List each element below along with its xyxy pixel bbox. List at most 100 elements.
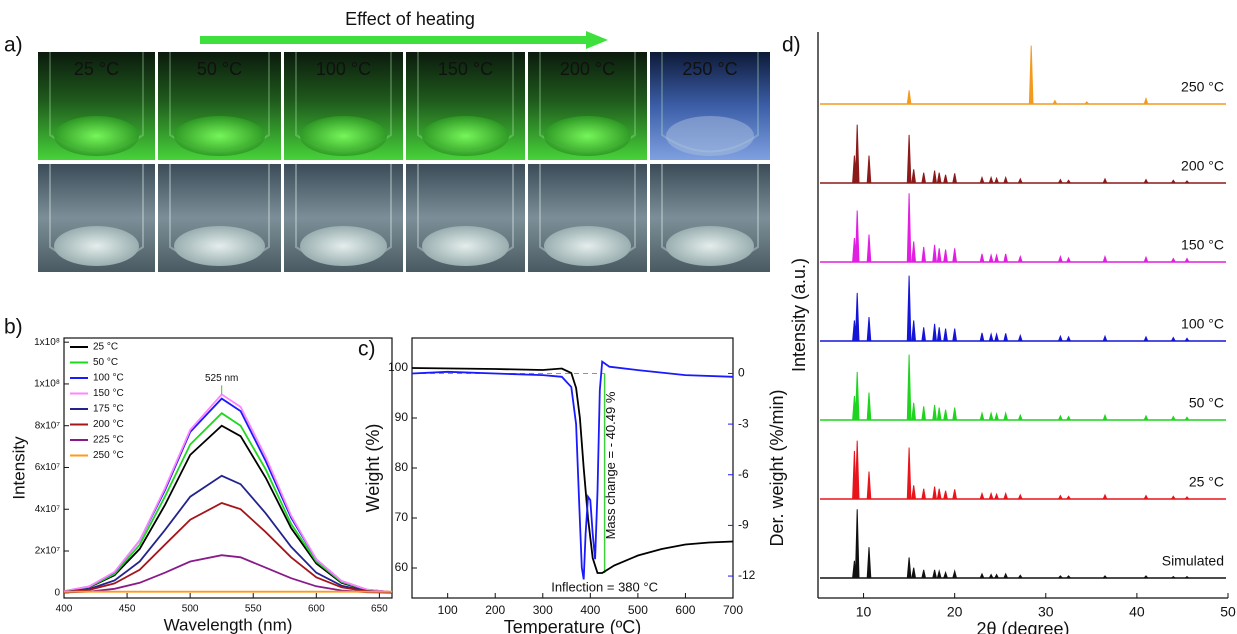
diffraction-peak — [1184, 257, 1190, 263]
powder — [300, 226, 387, 266]
x-tick-label: 300 — [533, 603, 553, 617]
plot-frame — [63, 337, 393, 599]
diffraction-peak — [932, 323, 937, 342]
legend-label: 175 °C — [93, 404, 124, 415]
y2-tick-label: -3 — [738, 416, 749, 430]
diffraction-peak — [906, 193, 912, 263]
x-tick-label: 700 — [723, 603, 743, 617]
diffraction-peak — [979, 332, 985, 342]
x-tick-label: 400 — [56, 604, 73, 615]
x-axis-label: 2θ (degree) — [976, 619, 1069, 634]
diffraction-peak — [866, 155, 872, 184]
x-tick-label: 600 — [675, 603, 695, 617]
diffraction-peak — [1065, 335, 1072, 342]
powder — [422, 226, 509, 266]
diffraction-peak — [1052, 99, 1058, 105]
panel-label: d) — [782, 34, 801, 57]
data-line — [411, 367, 734, 574]
diffraction-peak — [952, 569, 958, 579]
diffraction-peak — [936, 488, 942, 500]
diffraction-peak — [1028, 45, 1034, 105]
x-tick-label: 20 — [947, 603, 963, 619]
y-axis-label: Intensity (a.u.) — [789, 258, 809, 372]
x-tick-label: 400 — [580, 603, 600, 617]
diffraction-peak — [1102, 254, 1108, 263]
pattern-label: Simulated — [1162, 553, 1224, 569]
legend-label: 50 °C — [93, 357, 118, 368]
diffraction-peak — [1143, 178, 1149, 184]
diffraction-peak — [952, 328, 958, 342]
diffraction-peak — [1017, 254, 1023, 263]
annotation: 525 nm — [205, 373, 238, 384]
diffraction-peak — [1143, 255, 1149, 263]
x-tick-label: 30 — [1038, 603, 1054, 619]
x-axis-label: Wavelength (nm) — [164, 615, 293, 634]
diffraction-peak — [906, 275, 912, 342]
diffraction-peak — [932, 569, 938, 579]
diffraction-peak — [943, 249, 948, 263]
diffraction-peak — [994, 412, 1000, 421]
x-tick-label: 650 — [371, 604, 388, 615]
diffraction-peak — [994, 492, 1000, 500]
y-axis-label: Intensity — [9, 436, 28, 500]
powder — [666, 226, 754, 266]
temperature-label: 25 °C — [74, 59, 119, 79]
y-tick-label: 100 — [388, 360, 408, 374]
diffraction-peak — [936, 569, 942, 579]
diffraction-peak — [979, 491, 985, 500]
legend-label: 150 °C — [93, 388, 124, 399]
diffraction-peak — [1170, 415, 1177, 421]
diffraction-peak — [921, 569, 927, 579]
diffraction-peak — [1102, 493, 1108, 500]
x-tick-label: 50 — [1220, 603, 1236, 619]
diffraction-peak — [952, 173, 958, 184]
diffraction-peak — [854, 509, 860, 579]
diffraction-peak — [1102, 575, 1108, 579]
diffraction-peak — [921, 488, 927, 500]
diffraction-peak — [988, 491, 994, 500]
arrow-label: Effect of heating — [345, 9, 475, 29]
diffraction-peak — [1017, 333, 1023, 342]
diffraction-peak — [1003, 411, 1009, 421]
temperature-label: 200 °C — [560, 59, 615, 79]
temperature-label: 250 °C — [682, 59, 737, 79]
annotation: Inflection = 380 °C — [551, 579, 658, 594]
y2-tick-label: -6 — [738, 467, 749, 481]
diffraction-peak — [854, 371, 860, 421]
diffraction-peak — [936, 248, 942, 263]
pattern-label: 150 °C — [1181, 237, 1224, 253]
diffraction-peak — [866, 316, 872, 342]
annotation: Mass change = - 40.49 % — [603, 391, 618, 539]
powder — [174, 116, 265, 156]
photo-panel: 25 °C 50 °C 100 °C 150 °C 200 °C 250 °C — [38, 52, 770, 272]
y-tick-label: 2x10⁷ — [35, 546, 61, 557]
x-tick-label: 500 — [182, 604, 199, 615]
pattern-label: 250 °C — [1181, 79, 1224, 95]
x-tick-label: 600 — [308, 604, 325, 615]
diffraction-peak — [1057, 414, 1063, 421]
diffraction-peak — [936, 172, 942, 184]
legend-label: 25 °C — [93, 342, 118, 353]
diffraction-peak — [1003, 175, 1009, 184]
temperature-label: 150 °C — [438, 59, 493, 79]
panel-label: b) — [4, 316, 23, 339]
diffraction-peak — [1003, 333, 1009, 342]
diffraction-peak — [1102, 413, 1108, 421]
diffraction-peak — [979, 175, 985, 184]
diffraction-peak — [1102, 177, 1108, 184]
diffraction-peak — [994, 253, 1000, 263]
diffraction-peak — [943, 490, 949, 500]
diffraction-peak — [1065, 495, 1072, 500]
diffraction-peak — [921, 406, 927, 421]
diffraction-peak — [911, 320, 917, 342]
powder — [544, 116, 631, 156]
data-line — [63, 502, 393, 594]
diffraction-peak — [866, 234, 872, 263]
y-tick-label: 0 — [54, 587, 60, 598]
y2-tick-label: -12 — [738, 568, 756, 582]
diffraction-peak — [921, 327, 927, 342]
diffraction-peak — [988, 411, 994, 421]
powder — [666, 116, 754, 156]
diffraction-peak — [952, 248, 958, 263]
diffraction-peak — [932, 170, 937, 184]
